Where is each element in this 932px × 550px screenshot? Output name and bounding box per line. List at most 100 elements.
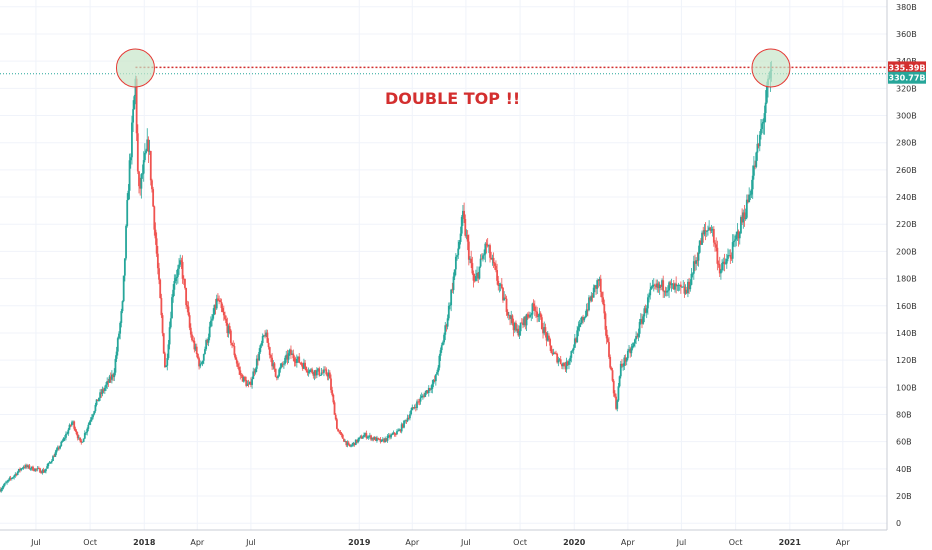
candle-body xyxy=(399,429,402,432)
candle-body xyxy=(267,342,270,348)
candle-body xyxy=(81,441,84,443)
candle-body xyxy=(582,317,584,321)
candle-body xyxy=(624,357,627,362)
candle-body xyxy=(298,356,301,363)
candle-body xyxy=(396,431,398,435)
candle-body xyxy=(277,375,279,378)
candle-body xyxy=(306,370,309,373)
candle-body xyxy=(360,436,363,439)
candle-body xyxy=(339,431,342,434)
candle-body xyxy=(127,190,130,201)
candle-body xyxy=(74,428,77,432)
y-tick-label: 40B xyxy=(896,465,912,474)
candle-body xyxy=(278,369,281,376)
candle-body xyxy=(663,290,666,292)
candle-body xyxy=(495,265,497,271)
candle-body xyxy=(180,260,183,262)
candle-body xyxy=(140,174,143,189)
candle-body xyxy=(54,452,57,457)
candle-body xyxy=(531,303,534,315)
candle-body xyxy=(512,323,515,331)
candle-body xyxy=(503,297,506,301)
candle-body xyxy=(248,381,251,384)
candle-body xyxy=(464,219,467,236)
candle-body xyxy=(595,285,597,289)
candle-body xyxy=(294,361,297,363)
candle-body xyxy=(502,287,504,301)
candle-body xyxy=(745,199,748,218)
candle-body xyxy=(486,245,489,247)
x-tick-label: Jul xyxy=(676,538,687,547)
candle-body xyxy=(341,434,344,439)
candle-body xyxy=(557,360,560,363)
candle-body xyxy=(757,143,760,147)
candle-body xyxy=(538,313,541,317)
candle-body xyxy=(225,319,228,324)
candle-body xyxy=(565,361,568,370)
candle-body xyxy=(452,276,455,291)
candle-body xyxy=(365,433,368,438)
candle-body xyxy=(182,278,185,280)
candle-body xyxy=(235,359,238,364)
candle-body xyxy=(658,285,661,289)
candle-body xyxy=(333,402,336,415)
candle-body xyxy=(407,417,410,419)
y-tick-label: 320B xyxy=(896,84,917,93)
candle-body xyxy=(338,431,341,433)
candle-body xyxy=(173,280,176,290)
candle-body xyxy=(152,189,155,207)
candle-body xyxy=(690,273,693,285)
candle-body xyxy=(648,295,650,298)
candle-body xyxy=(252,371,255,380)
candle-body xyxy=(226,323,229,334)
candle-body xyxy=(702,232,705,235)
candle-body xyxy=(345,441,348,446)
candle-body xyxy=(376,437,378,441)
candle-body xyxy=(133,96,136,110)
candle-body xyxy=(573,338,576,348)
candle-body xyxy=(520,322,523,324)
candle-body xyxy=(691,273,694,275)
candle-body xyxy=(749,194,752,196)
candle-body xyxy=(6,481,8,483)
candle-body xyxy=(419,397,422,402)
candle-body xyxy=(457,248,460,256)
candle-body xyxy=(579,322,582,325)
candle-body xyxy=(427,388,430,394)
price-axis: 0 20B 40B 60B 80B 100B 120B 140B 160B 180B 200B 220… xyxy=(896,3,917,528)
candle-body xyxy=(23,466,26,468)
candle-body xyxy=(96,399,99,402)
candle-body xyxy=(59,445,61,449)
candle-body xyxy=(445,325,448,327)
candle-body xyxy=(665,291,668,293)
y-tick-label: 160B xyxy=(896,302,917,311)
candle-body xyxy=(473,280,476,282)
candle-body xyxy=(472,273,475,281)
candle-body xyxy=(254,368,257,373)
candle-body xyxy=(560,363,563,367)
x-tick-label: 2020 xyxy=(563,538,586,547)
candle-body xyxy=(483,254,486,256)
candle-body xyxy=(384,438,387,443)
y-tick-label: 0 xyxy=(896,519,901,528)
candle-body xyxy=(405,420,408,422)
candle-body xyxy=(215,298,218,309)
candle-body xyxy=(637,333,640,337)
candle-body xyxy=(185,287,188,306)
x-tick-label: Apr xyxy=(190,538,205,547)
candle-body xyxy=(484,243,487,255)
candle-body xyxy=(386,435,389,441)
candle-body xyxy=(444,325,447,335)
candle-body xyxy=(56,447,59,450)
candle-body xyxy=(39,468,41,473)
candle-body xyxy=(103,387,106,391)
candle-body xyxy=(474,276,477,281)
candle-body xyxy=(506,311,509,316)
candle-body xyxy=(710,229,713,231)
candle-body xyxy=(40,472,43,474)
candle-body xyxy=(141,173,144,175)
candle-body xyxy=(237,363,239,367)
candle-body xyxy=(313,370,316,376)
candle-body xyxy=(549,339,552,346)
candle-body xyxy=(489,245,491,258)
